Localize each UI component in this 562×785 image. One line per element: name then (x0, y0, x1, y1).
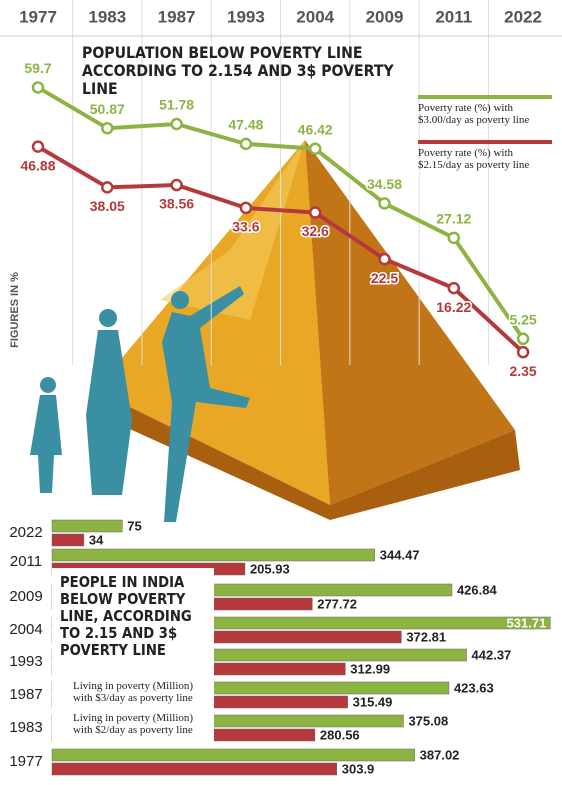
data-label: 303.9 (342, 761, 375, 776)
data-label: 372.81 (406, 629, 446, 644)
data-label: 315.49 (353, 694, 393, 709)
data-label: 5.25 (509, 311, 536, 327)
bar (51, 548, 376, 562)
x-tick-label: 2004 (296, 7, 334, 26)
data-label: 280.56 (320, 727, 360, 742)
data-label: 375.08 (408, 713, 448, 728)
y-axis-label: FIGURES IN % (9, 272, 21, 348)
data-label: 38.56 (159, 196, 194, 212)
point (308, 142, 322, 156)
data-label: 22.5 (371, 270, 398, 286)
data-label: 32.6 (302, 223, 329, 239)
y-tick-label: 2004 (9, 621, 42, 638)
data-label: 423.63 (454, 680, 494, 695)
y-tick-label: 1983 (9, 719, 42, 736)
line-chart-title: POPULATION BELOW POVERTY LINE ACCORDING … (82, 43, 394, 98)
data-label: 16.22 (436, 299, 471, 315)
data-label: 442.37 (472, 647, 512, 662)
data-label: 59.7 (24, 60, 51, 76)
data-label: 47.48 (228, 117, 263, 133)
legend-label: Poverty rate (%) with $2.15/day as pover… (418, 147, 530, 171)
x-tick-label: 1983 (88, 7, 126, 26)
point (516, 332, 530, 346)
point (170, 178, 183, 192)
point (447, 281, 461, 295)
bar (51, 533, 85, 547)
illustration (30, 140, 520, 522)
point (101, 121, 114, 135)
point (239, 137, 253, 151)
x-tick-label: 2011 (435, 7, 472, 26)
data-label: 531.71 (506, 615, 546, 630)
data-label: 344.47 (380, 547, 420, 562)
data-label: 51.78 (159, 97, 194, 113)
x-tick-label: 1977 (19, 7, 57, 26)
data-label: 34.58 (367, 176, 402, 192)
bar (51, 762, 338, 776)
data-label: 38.05 (90, 198, 125, 214)
legend-label: Living in poverty (Million) with $2/day … (73, 712, 194, 736)
bar (51, 519, 123, 533)
data-label: 27.12 (436, 211, 471, 227)
point (170, 117, 183, 131)
x-tick-label: 1987 (158, 7, 196, 26)
point (378, 252, 391, 266)
data-label: 426.84 (457, 582, 498, 597)
point (31, 140, 45, 153)
point (239, 201, 253, 215)
x-tick-label: 1993 (227, 7, 265, 26)
y-tick-label: 2009 (9, 588, 42, 605)
point (101, 181, 114, 194)
line (36, 144, 525, 354)
y-tick-label: 2022 (9, 524, 42, 541)
data-label: 34 (89, 532, 104, 547)
text-box (52, 568, 214, 742)
data-label: 50.87 (90, 101, 125, 117)
point (378, 197, 391, 210)
line (36, 85, 525, 340)
data-label: 2.35 (509, 363, 536, 379)
point (516, 345, 530, 359)
y-tick-label: 1977 (9, 753, 42, 770)
x-tick-label: 2009 (366, 7, 404, 26)
data-label: 387.02 (420, 747, 460, 762)
data-label: 33.6 (232, 219, 259, 235)
bar-chart-title: PEOPLE IN INDIA BELOW POVERTY LINE, ACCO… (60, 573, 192, 659)
data-label: 46.88 (20, 157, 55, 173)
data-label: 205.93 (250, 561, 290, 576)
y-tick-label: 1987 (9, 686, 42, 703)
data-label: 46.42 (298, 121, 333, 137)
bar (51, 748, 415, 762)
point (308, 206, 322, 219)
data-label: 277.72 (317, 596, 357, 611)
data-label: 312.99 (350, 661, 390, 676)
x-tick-label: 2022 (504, 7, 542, 26)
data-label: 75 (127, 518, 141, 533)
y-tick-label: 2011 (10, 553, 42, 570)
legend-label: Living in poverty (Million) with $3/day … (73, 680, 194, 704)
legend-label: Poverty rate (%) with $3.00/day as pover… (418, 102, 530, 126)
point (31, 81, 45, 94)
point (447, 231, 461, 245)
y-tick-label: 1993 (9, 653, 42, 670)
